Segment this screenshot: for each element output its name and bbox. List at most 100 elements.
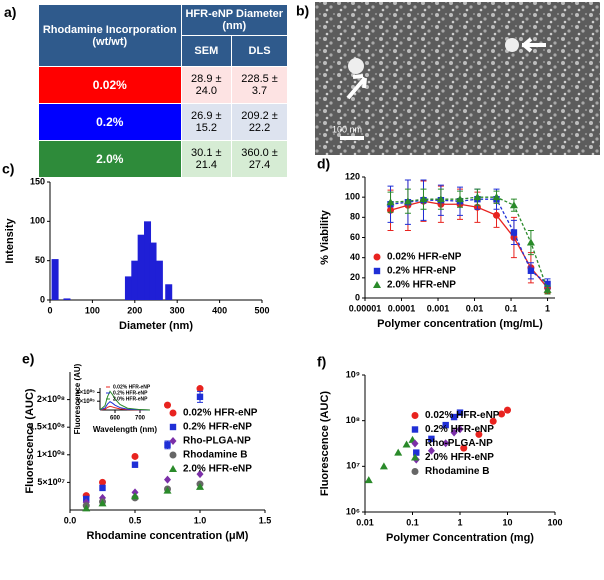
x-tick-label: 0.00001 bbox=[349, 303, 382, 313]
marker bbox=[82, 504, 91, 512]
x-tick-label: 0.01 bbox=[466, 303, 484, 313]
legend-label: 2.0% HFR-eNP bbox=[387, 280, 456, 291]
legend-label: Rho-PLGA-NP bbox=[183, 436, 251, 447]
marker bbox=[493, 211, 501, 219]
marker bbox=[509, 201, 518, 209]
y-tick-label: 40 bbox=[350, 252, 360, 262]
legend-label: 2.0% HFR-eNP bbox=[183, 464, 252, 475]
marker bbox=[169, 465, 177, 472]
marker bbox=[196, 482, 204, 490]
table-cell: 0.2% bbox=[38, 103, 182, 141]
table-cell: 30.1 ± 21.4 bbox=[180, 140, 233, 178]
marker bbox=[450, 428, 458, 437]
y-tick-label: 80 bbox=[350, 212, 360, 222]
marker bbox=[169, 437, 177, 445]
bar bbox=[155, 260, 163, 300]
x-axis-label: Diameter (nm) bbox=[119, 320, 193, 332]
legend-label: 0.02% HFR-eNP bbox=[425, 410, 500, 421]
marker bbox=[164, 441, 171, 449]
bar bbox=[137, 234, 145, 300]
marker bbox=[169, 409, 177, 417]
bar bbox=[165, 284, 173, 300]
bar bbox=[124, 276, 132, 300]
marker bbox=[436, 195, 445, 203]
x-tick-label: 0.001 bbox=[427, 303, 450, 313]
marker bbox=[442, 439, 450, 448]
y-tick-label: 2×10⁰⁸ bbox=[37, 394, 65, 404]
table-cell: HFR-eNP Diameter (nm) bbox=[180, 4, 289, 36]
y-tick-label: 0 bbox=[40, 294, 45, 304]
table-cell: 209.2 ± 22.2 bbox=[231, 103, 288, 141]
y-tick-label: 1×10⁰⁸ bbox=[37, 449, 65, 459]
x-axis-label: Polymer concentration (mg/mL) bbox=[377, 318, 543, 330]
marker bbox=[373, 253, 381, 261]
x-tick-label: 0.1 bbox=[505, 303, 518, 313]
marker bbox=[131, 452, 139, 460]
legend-label: 2.0% HFR-eNP bbox=[113, 396, 148, 402]
marker bbox=[473, 193, 482, 201]
x-tick-label: 200 bbox=[127, 305, 142, 315]
series-line bbox=[390, 196, 549, 291]
marker bbox=[99, 484, 106, 492]
marker bbox=[450, 413, 458, 421]
marker bbox=[402, 440, 411, 448]
x-tick-label: 700 bbox=[135, 416, 146, 422]
y-tick-label: 20 bbox=[350, 272, 360, 282]
bar bbox=[131, 260, 139, 300]
legend-label: Rhodamine B bbox=[425, 466, 489, 477]
table-cell: 2.0% bbox=[38, 140, 182, 178]
marker bbox=[99, 478, 106, 486]
y-tick-label: 10⁹ bbox=[346, 369, 360, 379]
x-tick-label: 100 bbox=[547, 517, 562, 527]
marker bbox=[456, 409, 464, 416]
table-cell: 228.5 ± 3.7 bbox=[231, 66, 288, 104]
panel-label: f) bbox=[317, 354, 326, 370]
y-tick-label: 10⁸ bbox=[346, 415, 360, 425]
panel-label: b) bbox=[296, 3, 309, 19]
y-tick-label: 1.5×10⁰⁸ bbox=[29, 422, 65, 432]
marker bbox=[196, 393, 204, 401]
marker bbox=[544, 280, 551, 288]
legend-label: 0.02% HFR-eNP bbox=[113, 384, 151, 390]
legend-label: 0.2% HFR-eNP bbox=[425, 424, 494, 435]
marker bbox=[169, 451, 177, 459]
y-tick-label: 50 bbox=[35, 255, 45, 265]
x-tick-label: 0.01 bbox=[356, 517, 374, 527]
y-tick-label: 4×10⁰⁵ bbox=[76, 398, 95, 405]
panel-label: e) bbox=[22, 351, 34, 367]
marker bbox=[543, 285, 552, 293]
marker bbox=[428, 435, 435, 443]
marker bbox=[163, 486, 172, 494]
table-cell: 28.9 ± 24.0 bbox=[180, 66, 233, 104]
x-tick-label: 600 bbox=[110, 416, 121, 422]
marker bbox=[492, 193, 501, 201]
sem-image: 100 nm bbox=[315, 2, 600, 155]
x-tick-label: 1.0 bbox=[194, 515, 207, 525]
y-tick-label: 100 bbox=[345, 192, 360, 202]
marker bbox=[411, 453, 419, 461]
x-tick-label: 0.1 bbox=[406, 517, 419, 527]
x-tick-label: 0.5 bbox=[129, 515, 142, 525]
bar bbox=[149, 242, 157, 300]
y-axis-label: Fluorescence (AUC) bbox=[24, 388, 36, 493]
marker bbox=[456, 425, 464, 434]
marker bbox=[411, 468, 419, 475]
table-cell: 0.02% bbox=[38, 66, 182, 104]
y-tick-label: 10⁷ bbox=[346, 461, 360, 471]
marker bbox=[386, 198, 395, 206]
marker bbox=[510, 229, 518, 236]
panel-label: c) bbox=[2, 161, 14, 177]
legend-label: 0.2% HFR-eNP bbox=[387, 266, 456, 277]
x-tick-label: 10 bbox=[502, 517, 512, 527]
bar bbox=[63, 298, 71, 300]
x-tick-label: 1 bbox=[545, 303, 550, 313]
y-tick-label: 8×10⁰⁵ bbox=[76, 389, 95, 396]
marker bbox=[379, 462, 388, 470]
marker bbox=[394, 448, 403, 456]
y-axis-label: Fluorescence (AU) bbox=[73, 363, 82, 434]
x-axis-label: Rhodamine concentration (μM) bbox=[87, 530, 249, 542]
scale-label: 100 nm bbox=[332, 124, 362, 134]
legend-label: 0.2% HFR-eNP bbox=[113, 390, 148, 396]
